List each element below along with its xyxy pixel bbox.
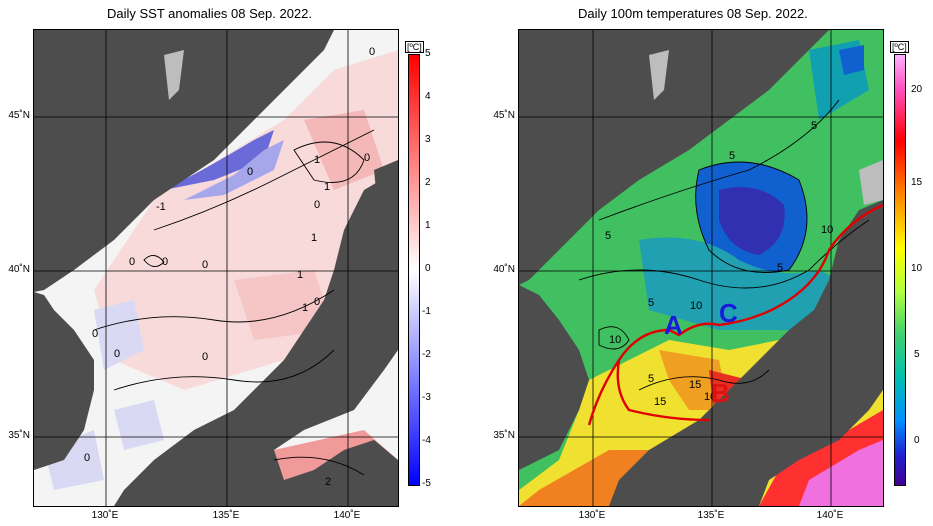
lon-label-130e: 130˚E: [578, 510, 606, 521]
contour-label: 10: [821, 224, 833, 236]
sst-anomaly-colorbar: [408, 54, 420, 486]
contour-label: -1: [156, 201, 166, 213]
contour-label: 0: [202, 351, 208, 363]
panel-title: Daily 100m temperatures 08 Sep. 2022.: [578, 6, 808, 21]
contour-label: 1: [311, 232, 317, 244]
colorbar-tick: 15: [911, 177, 923, 188]
contour-label: 5: [777, 262, 783, 274]
colorbar-tick: 1: [425, 220, 431, 231]
contour-label: 1: [314, 154, 320, 166]
contour-label: 5: [605, 230, 611, 242]
lon-label-135e: 135˚E: [212, 510, 240, 521]
lon-label-130e: 130˚E: [91, 510, 119, 521]
colorbar-tick: 20: [911, 84, 923, 95]
contour-label: 5: [811, 120, 817, 132]
contour-label: 0: [364, 152, 370, 164]
contour-label: 0: [314, 199, 320, 211]
contour-label: 1: [297, 269, 303, 281]
lat-label-45n: 45˚N: [8, 110, 30, 121]
contour-label: 0: [129, 256, 135, 268]
temp-100m-map-svg: 5 5 5 10 5 5 10 10 5 15 15 10 A B C: [519, 30, 883, 506]
colorbar-tick: 0: [914, 435, 920, 446]
colorbar-tick: -1: [422, 306, 431, 317]
contour-label: 0: [84, 452, 90, 464]
colorbar-tick: -3: [422, 392, 431, 403]
temp-100m-colorbar: [894, 54, 906, 486]
contour-label: 0: [369, 46, 375, 58]
contour-label: 2: [325, 476, 331, 488]
contour-label: 1: [302, 302, 308, 314]
colorbar-unit: [ºC]: [405, 41, 424, 53]
lon-label-135e: 135˚E: [697, 510, 725, 521]
sst-anomaly-map-svg: 0 1 0 0 1 -1 0 1 0 0 0 1 1 0 0 0 0 0 2: [34, 30, 398, 506]
colorbar-tick: 10: [911, 263, 923, 274]
lat-label-40n: 40˚N: [8, 264, 30, 275]
contour-label: 15: [654, 396, 666, 408]
contour-label: 5: [648, 297, 654, 309]
contour-label: 5: [729, 150, 735, 162]
contour-label: 0: [202, 259, 208, 271]
lon-label-140e: 140˚E: [333, 510, 361, 521]
region-label-a: A: [664, 310, 683, 340]
lon-label-140e: 140˚E: [816, 510, 844, 521]
colorbar-tick: 0: [425, 263, 431, 274]
contour-label: 0: [92, 328, 98, 340]
contour-label: 0: [162, 256, 168, 268]
contour-label: 5: [648, 373, 654, 385]
colorbar-unit: [ºC]: [890, 41, 909, 53]
contour-label: 0: [247, 166, 253, 178]
panel-title: Daily SST anomalies 08 Sep. 2022.: [107, 6, 312, 21]
colorbar-tick: 5: [914, 349, 920, 360]
colorbar-tick: 3: [425, 134, 431, 145]
lat-label-35n: 35˚N: [493, 430, 515, 441]
colorbar-tick: 4: [425, 91, 431, 102]
lat-label-35n: 35˚N: [8, 430, 30, 441]
contour-label: 0: [314, 296, 320, 308]
contour-label: 10: [704, 391, 716, 403]
region-label-b: B: [711, 378, 730, 408]
contour-label: 10: [690, 300, 702, 312]
contour-label: 15: [689, 379, 701, 391]
sst-anomaly-map: 0 1 0 0 1 -1 0 1 0 0 0 1 1 0 0 0 0 0 2: [33, 29, 399, 507]
contour-label: 0: [114, 348, 120, 360]
lat-label-45n: 45˚N: [493, 110, 515, 121]
contour-label: 1: [324, 181, 330, 193]
colorbar-tick: 2: [425, 177, 431, 188]
colorbar-tick: -5: [422, 478, 431, 489]
temp-100m-map: 5 5 5 10 5 5 10 10 5 15 15 10 A B C: [518, 29, 884, 507]
colorbar-tick: 5: [425, 48, 431, 59]
colorbar-tick: -4: [422, 435, 431, 446]
colorbar-tick: -2: [422, 349, 431, 360]
contour-label: 10: [609, 334, 621, 346]
region-label-c: C: [719, 298, 738, 328]
lat-label-40n: 40˚N: [493, 264, 515, 275]
